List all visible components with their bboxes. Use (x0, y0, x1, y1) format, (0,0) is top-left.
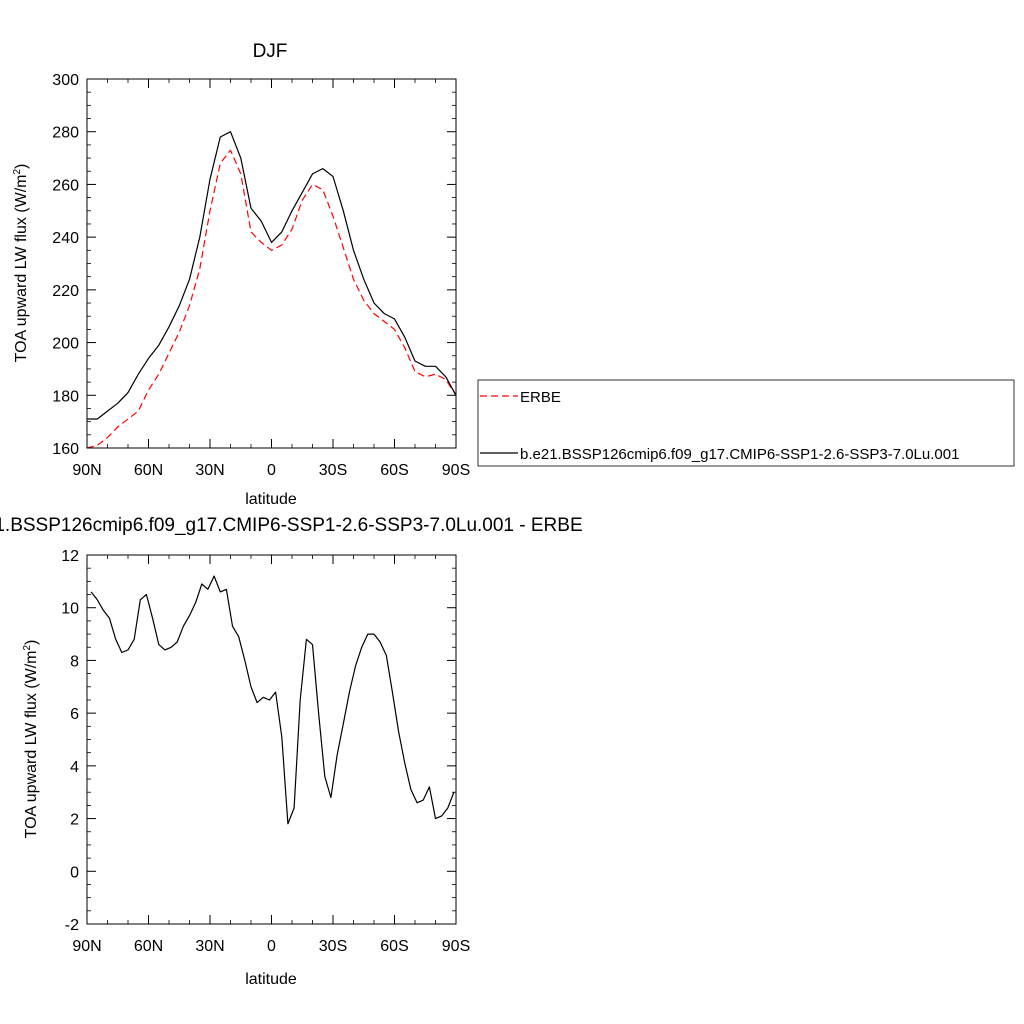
bottom-y-tick-label: 0 (70, 864, 79, 881)
top-x-tick-label: 60S (380, 462, 408, 479)
bottom-series-layer (90, 575, 455, 825)
top-x-tick-label: 0 (267, 462, 276, 479)
top-chart-title: DJF (253, 41, 288, 62)
bottom-plot-frame (86, 554, 457, 925)
top-panel: DJF 90N 60N 30N 0 30S 60S 90S 160 180 200 220 240 2… (12, 41, 1015, 508)
bottom-y-tick-label: 2 (70, 812, 79, 829)
legend: ERBE b.e21.BSSP126cmip6.f09_g17.CMIP6-SS… (477, 379, 1015, 467)
bottom-y-tick-label: 12 (61, 548, 79, 565)
top-y-tick-label: 180 (52, 388, 79, 405)
bottom-x-tick-label: 30N (195, 938, 224, 955)
top-x-tick-label: 90S (442, 462, 470, 479)
top-x-tick-label: 90N (72, 462, 101, 479)
bottom-x-tick-label: 60N (134, 938, 163, 955)
top-plot-frame (86, 78, 457, 449)
bottom-chart-title: b.e21.BSSP126cmip6.f09_g17.CMIP6-SSP1-2.… (0, 515, 583, 536)
top-series-line-1 (87, 131, 457, 420)
top-y-tick-label: 160 (52, 441, 79, 458)
bottom-x-tick-label: 30S (319, 938, 347, 955)
top-series-layer (86, 131, 457, 449)
top-y-tick-label: 200 (52, 336, 79, 353)
bottom-x-tick-labels: 90N 60N 30N 0 30S 60S 90S (72, 938, 470, 955)
bottom-x-tick-label: 90S (442, 938, 470, 955)
bottom-x-tick-label: 60S (380, 938, 408, 955)
top-y-tick-label: 240 (52, 230, 79, 247)
legend-label-model: b.e21.BSSP126cmip6.f09_g17.CMIP6-SSP1-2.… (520, 446, 959, 463)
top-axis-ticks (86, 78, 457, 449)
top-x-tick-label: 30N (195, 462, 224, 479)
legend-box (477, 379, 1015, 467)
top-x-axis-label: latitude (245, 491, 297, 508)
top-x-tick-label: 30S (319, 462, 347, 479)
top-x-tick-labels: 90N 60N 30N 0 30S 60S 90S (72, 462, 470, 479)
top-series-line-0 (86, 149, 457, 449)
top-x-tick-label: 60N (134, 462, 163, 479)
top-y-tick-label: 280 (52, 125, 79, 142)
bottom-series-line-0 (90, 575, 455, 825)
top-y-tick-labels: 160 180 200 220 240 260 280 300 (52, 72, 79, 458)
top-y-tick-label: 260 (52, 177, 79, 194)
bottom-panel: b.e21.BSSP126cmip6.f09_g17.CMIP6-SSP1-2.… (0, 515, 583, 988)
bottom-x-tick-label: 90N (72, 938, 101, 955)
bottom-x-tick-label: 0 (267, 938, 276, 955)
top-y-tick-label: 300 (52, 72, 79, 89)
top-y-axis-label: TOA upward LW flux (W/m2) (12, 164, 30, 363)
bottom-y-tick-label: 8 (70, 653, 79, 670)
bottom-y-axis-label: TOA upward LW flux (W/m2) (22, 640, 40, 839)
bottom-y-tick-label: 10 (61, 601, 79, 618)
bottom-x-axis-label: latitude (245, 971, 297, 988)
bottom-y-tick-label: -2 (65, 917, 79, 934)
legend-label-erbe: ERBE (520, 389, 561, 406)
bottom-y-tick-labels: -2 0 2 4 6 8 10 12 (61, 548, 79, 934)
bottom-y-tick-label: 6 (70, 706, 79, 723)
bottom-y-tick-label: 4 (70, 759, 79, 776)
top-y-tick-label: 220 (52, 283, 79, 300)
